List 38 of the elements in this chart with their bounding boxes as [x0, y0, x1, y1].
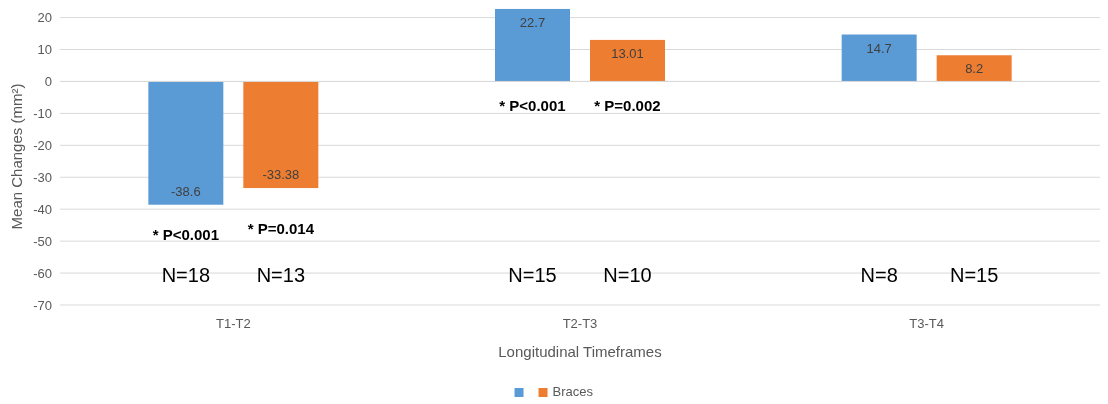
y-tick-label: -40 [33, 201, 52, 217]
x-tick-label: T2-T3 [562, 316, 598, 331]
x-axis-title: Longitudinal Timeframes [498, 343, 662, 360]
legend-label: Braces [552, 384, 594, 399]
annotation: * P=0.002 [594, 96, 661, 114]
y-tick-label: -50 [33, 233, 52, 249]
data-label: 22.7 [519, 14, 546, 30]
annotation: N=8 [860, 264, 898, 287]
data-label: 13.01 [611, 45, 644, 61]
annotation: * P<0.001 [499, 96, 566, 114]
y-tick-label: -60 [33, 265, 52, 281]
annotation: N=18 [161, 264, 211, 287]
x-tick-label: T1-T2 [216, 316, 251, 331]
annotation: * P<0.001 [152, 225, 219, 243]
y-tick-label: -70 [33, 297, 52, 313]
annotation: * P=0.014 [247, 219, 315, 237]
bar [148, 81, 224, 205]
data-label: -33.38 [262, 167, 300, 183]
y-tick-label: 10 [37, 42, 52, 58]
y-tick-label: -30 [33, 169, 52, 185]
data-label: 8.2 [965, 61, 984, 77]
y-tick-label: 0 [44, 74, 52, 90]
y-tick-label: -20 [33, 137, 52, 153]
y-tick-label: 20 [37, 10, 52, 26]
data-label: 14.7 [866, 40, 892, 56]
annotation: N=15 [508, 264, 557, 287]
bar [243, 81, 319, 189]
bar [936, 55, 1012, 82]
annotation: N=15 [949, 264, 999, 287]
annotation: N=13 [256, 264, 306, 287]
bar [841, 34, 917, 82]
bar [590, 39, 665, 82]
bar [495, 8, 570, 82]
y-axis-title: Mean Changes (mm²) [8, 83, 25, 230]
y-tick-label: -10 [33, 106, 52, 122]
annotation: N=10 [603, 264, 652, 287]
data-label: -38.6 [171, 183, 201, 199]
x-tick-label: T3-T4 [909, 316, 944, 331]
